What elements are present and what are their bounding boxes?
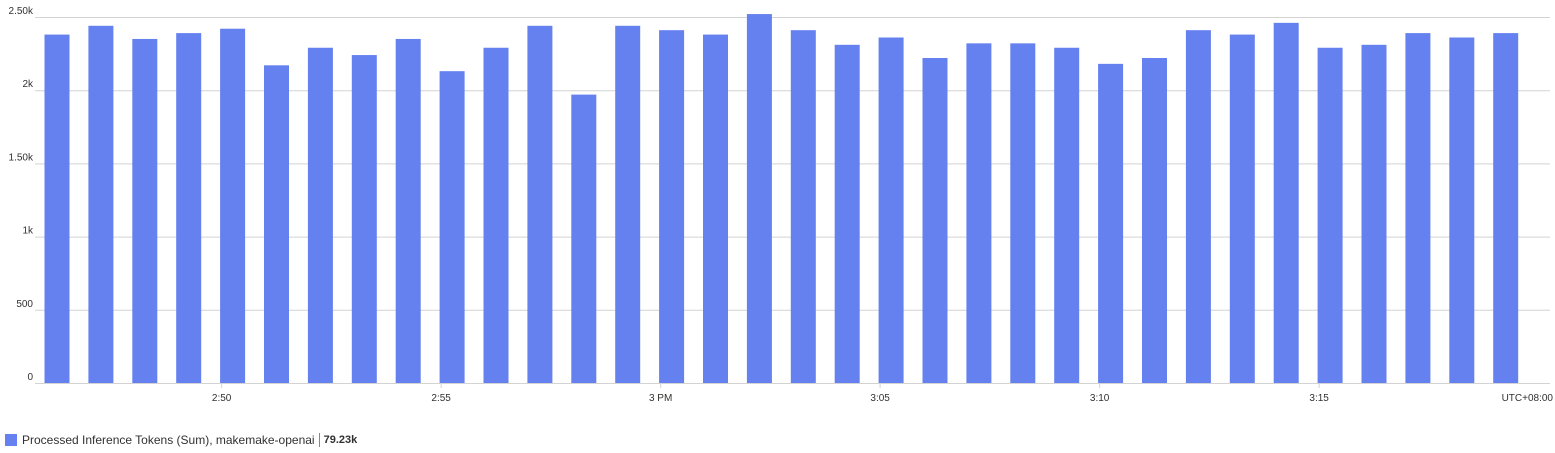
x-tick-label-4: 3:10 xyxy=(1090,393,1110,404)
bar-6[interactable] xyxy=(307,47,333,384)
bar-31[interactable] xyxy=(1405,33,1431,383)
y-tick-label-4: 2k xyxy=(22,79,34,90)
bar-11[interactable] xyxy=(527,25,553,384)
bar-14[interactable] xyxy=(659,30,685,384)
bar-30[interactable] xyxy=(1361,44,1387,383)
x-tick-label-0: 2:50 xyxy=(212,393,232,404)
bar-32[interactable] xyxy=(1449,37,1475,383)
x-tick-label-2: 3 PM xyxy=(649,393,672,404)
timezone-label: UTC+08:00 xyxy=(1502,393,1554,404)
bar-0[interactable] xyxy=(44,34,70,384)
bar-20[interactable] xyxy=(922,57,948,383)
y-tick-label-0: 0 xyxy=(27,372,33,383)
bar-18[interactable] xyxy=(834,44,860,383)
legend-series-label: Processed Inference Tokens (Sum), makema… xyxy=(22,433,315,447)
y-tick-label-2: 1k xyxy=(22,226,34,237)
bar-7[interactable] xyxy=(351,55,377,384)
bar-33[interactable] xyxy=(1493,33,1519,383)
bar-10[interactable] xyxy=(483,47,509,384)
y-tick-label-3: 1.50k xyxy=(9,152,34,163)
bar-5[interactable] xyxy=(264,65,289,383)
bar-chart: 0 500 1k 1.50k 2k 2.50k 2:50 2:55 3 PM 3:05 3:10 3… xyxy=(9,6,1554,404)
bar-15[interactable] xyxy=(703,34,728,384)
bar-22[interactable] xyxy=(1010,43,1036,384)
bar-29[interactable] xyxy=(1317,47,1343,384)
bar-series xyxy=(44,14,1519,384)
y-tick-label-5: 2.50k xyxy=(9,6,34,17)
bar-9[interactable] xyxy=(439,71,465,383)
bar-4[interactable] xyxy=(220,28,246,383)
bar-24[interactable] xyxy=(1098,63,1124,384)
x-axis-ticks: 2:50 2:55 3 PM 3:05 3:10 3:15 xyxy=(212,383,1329,404)
bar-23[interactable] xyxy=(1054,47,1080,384)
bar-25[interactable] xyxy=(1142,57,1167,383)
y-axis-ticks: 0 500 1k 1.50k 2k 2.50k xyxy=(9,6,34,383)
x-tick-label-3: 3:05 xyxy=(870,393,890,404)
bar-21[interactable] xyxy=(966,43,992,384)
chart-legend[interactable]: Processed Inference Tokens (Sum), makema… xyxy=(5,433,357,447)
x-tick-label-1: 2:55 xyxy=(431,393,451,404)
bar-2[interactable] xyxy=(132,38,158,384)
bar-26[interactable] xyxy=(1185,30,1211,384)
bar-1[interactable] xyxy=(88,25,114,384)
x-tick-label-5: 3:15 xyxy=(1309,393,1329,404)
legend-total-value: 79.23k xyxy=(323,434,358,446)
bar-12[interactable] xyxy=(571,94,597,383)
y-tick-label-1: 500 xyxy=(16,299,33,310)
bar-19[interactable] xyxy=(878,37,904,383)
bar-16[interactable] xyxy=(746,14,772,384)
legend-swatch xyxy=(5,434,17,446)
legend-separator xyxy=(318,433,320,447)
bar-28[interactable] xyxy=(1273,22,1299,384)
bar-3[interactable] xyxy=(176,33,202,383)
bar-13[interactable] xyxy=(615,25,641,384)
bar-27[interactable] xyxy=(1229,34,1255,384)
bar-17[interactable] xyxy=(790,30,816,384)
bar-8[interactable] xyxy=(395,38,421,384)
